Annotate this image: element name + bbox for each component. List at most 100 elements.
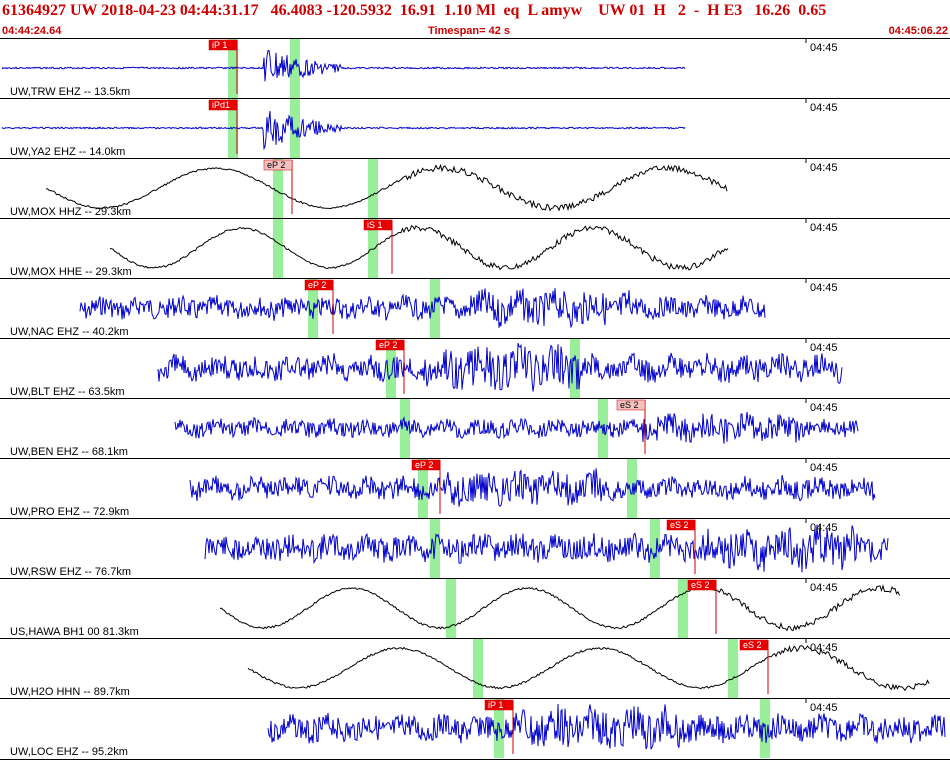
trace-row[interactable]: iPd1 UW,YA2 EHZ -- 14.0km 04:45 [0,98,950,159]
pick-label: eS 2 [691,580,710,590]
pick-label-box [304,279,334,291]
trace-row[interactable]: eS 2 UW,RSW EHZ -- 76.7km 04:45 [0,518,950,579]
phase-pick[interactable]: eS 2 [616,399,646,454]
station-label: UW,H2O HHN -- 89.7km [10,686,130,698]
station-label: UW,LOC EHZ -- 95.2km [10,746,128,758]
pick-label: iP 1 [212,40,227,50]
green-window [308,279,318,338]
time-tick: 04:45 [810,282,838,294]
trace-row[interactable]: iP 1 UW,LOC EHZ -- 95.2km 04:45 [0,698,950,759]
phase-pick[interactable]: eP 2 [375,339,405,394]
green-window [386,339,396,398]
phase-pick[interactable]: iP 1 [208,39,238,94]
time-tick: 04:45 [810,102,838,114]
pick-label-box [263,159,293,171]
pick-label: iS 1 [367,220,383,230]
pick-label: eS 2 [620,400,639,410]
time-tick: 04:45 [810,642,838,654]
pick-label-box [363,219,393,231]
green-window [570,339,580,398]
waveform [219,584,900,632]
trace-row[interactable]: iS 1 UW,MOX HHE -- 29.3km 04:45 [0,218,950,279]
green-window [430,279,440,338]
green-window [494,699,504,758]
time-tick: 04:45 [810,462,838,474]
pick-label: eP 2 [308,280,326,290]
waveform [1,49,686,82]
waveform [157,342,843,392]
trace-row[interactable]: eP 2 UW,BLT EHZ -- 63.5km 04:45 [0,338,950,399]
time-tick: 04:45 [810,222,838,234]
station-label: UW,MOX HHZ -- 29.3km [10,206,131,218]
station-label: UW,YA2 EHZ -- 14.0km [10,146,125,158]
phase-pick[interactable]: eS 2 [687,579,717,634]
trace-row[interactable]: eS 2 UW,H2O HHN -- 89.7km 04:45 [0,638,950,699]
end-time: 04:45:06.22 [888,25,948,37]
waveform [79,288,766,329]
waveform [267,703,946,750]
event-header: 61364927 UW 2018-04-23 04:44:31.17 46.40… [0,0,950,38]
waveform [45,163,728,212]
green-window [368,159,378,218]
green-window [728,639,738,698]
time-tick: 04:45 [810,162,838,174]
green-window [446,579,456,638]
time-tick: 04:45 [810,702,838,714]
pick-label: eS 2 [743,640,762,650]
pick-label: iPd1 [212,100,230,110]
green-window [598,399,608,458]
station-label: UW,RSW EHZ -- 76.7km [10,566,131,578]
phase-pick[interactable]: eP 2 [263,159,293,214]
pick-label-box [208,99,238,111]
trace-row[interactable]: eP 2 UW,MOX HHZ -- 29.3km 04:45 [0,158,950,219]
station-label: UW,BEN EHZ -- 68.1km [10,446,128,458]
waveform [109,224,729,271]
pick-label: eS 2 [670,520,689,530]
pick-label-box [484,699,514,711]
time-tick: 04:45 [810,522,838,534]
time-tick: 04:45 [810,342,838,354]
trace-row[interactable]: eP 2 UW,NAC EHZ -- 40.2km 04:45 [0,278,950,339]
green-window [290,99,300,158]
green-window [473,639,483,698]
green-window [368,219,378,278]
pick-label-box [208,39,238,51]
pick-label-box [687,579,717,591]
pick-label-box [411,459,441,471]
pick-label: iP 1 [488,700,503,710]
trace-row[interactable]: eP 2 UW,PRO EHZ -- 72.9km 04:45 [0,458,950,519]
pick-label-box [375,339,405,351]
trace-row[interactable]: eS 2 US,HAWA BH1 00 81.3km 04:45 [0,578,950,639]
trace-row[interactable]: eS 2 UW,BEN EHZ -- 68.1km 04:45 [0,398,950,459]
phase-pick[interactable]: iS 1 [363,219,393,274]
green-window [273,159,283,218]
green-window [228,99,238,158]
station-label: UW,PRO EHZ -- 72.9km [10,506,129,518]
time-tick: 04:45 [810,42,838,54]
phase-pick[interactable]: eS 2 [666,519,696,574]
waveform [189,468,876,507]
pick-label-box [666,519,696,531]
green-window [273,219,283,278]
pick-label: eP 2 [267,160,285,170]
waveform [204,524,889,573]
start-time: 04:44:24.64 [2,25,62,37]
time-tick: 04:45 [810,402,838,414]
station-label: US,HAWA BH1 00 81.3km [10,626,139,638]
station-label: UW,BLT EHZ -- 63.5km [10,386,125,398]
event-summary: 61364927 UW 2018-04-23 04:44:31.17 46.40… [2,2,827,19]
trace-row[interactable]: iP 1 UW,TRW EHZ -- 13.5km 04:45 [0,38,950,99]
time-tick: 04:45 [810,582,838,594]
phase-pick[interactable]: eS 2 [739,639,769,694]
phase-pick[interactable]: iP 1 [484,699,514,754]
phase-pick[interactable]: eP 2 [411,459,441,514]
station-label: UW,NAC EHZ -- 40.2km [10,326,129,338]
phase-pick[interactable]: iPd1 [208,99,238,154]
pick-label-box [739,639,769,651]
pick-label-box [616,399,646,411]
timespan: Timespan= 42 s [428,25,511,37]
waveform [247,645,930,692]
phase-pick[interactable]: eP 2 [304,279,334,334]
seismogram-panel[interactable]: iP 1 UW,TRW EHZ -- 13.5km 04:45 iPd1 UW,YA2 … [0,38,950,760]
station-label: UW,MOX HHE -- 29.3km [10,266,132,278]
